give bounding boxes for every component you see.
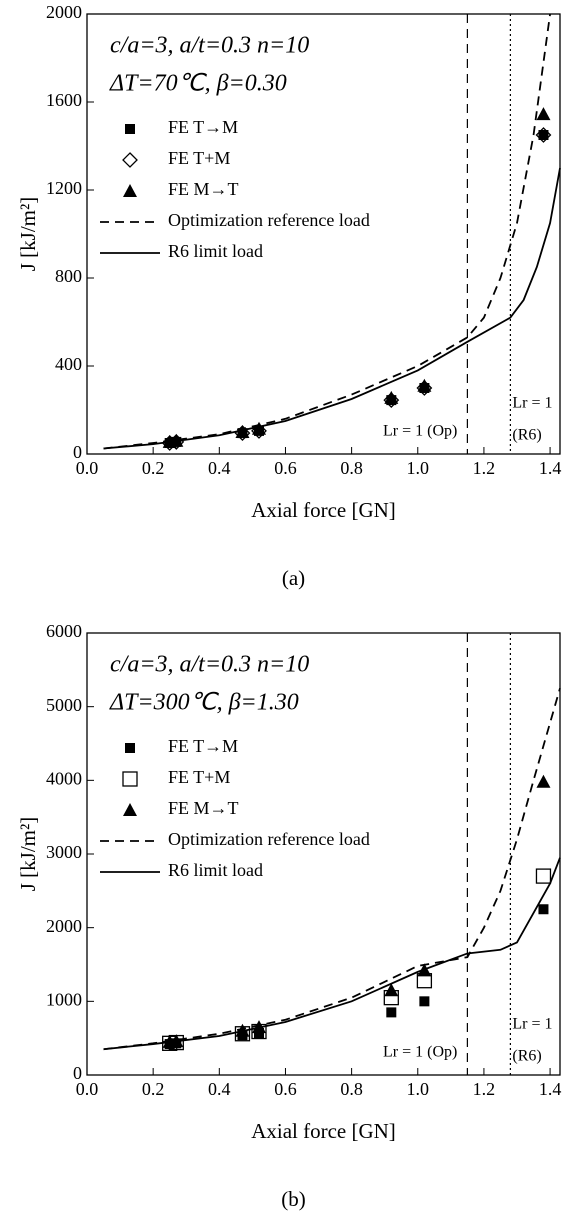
reference-label: (R6) (512, 427, 541, 444)
marker-triangle (123, 803, 137, 816)
x-tick-label: 1.2 (473, 1079, 496, 1099)
x-tick-label: 0.6 (274, 458, 297, 478)
y-tick-label: 1600 (46, 90, 82, 110)
x-tick-label: 0.2 (142, 1079, 165, 1099)
x-axis-label: Axial force [GN] (251, 1119, 396, 1143)
legend-label: FE T+M (168, 767, 230, 787)
marker-diamond (535, 127, 552, 143)
x-tick-label: 0.8 (340, 458, 363, 478)
y-tick-label: 2000 (46, 2, 82, 22)
marker-diamond (416, 380, 433, 396)
y-tick-label: 0 (73, 1063, 82, 1083)
marker-open-square (535, 868, 552, 884)
reference-label: Lr = 1 (Op) (383, 423, 457, 440)
x-tick-label: 0.0 (76, 458, 99, 478)
y-tick-label: 0 (73, 442, 82, 462)
legend-label: R6 limit load (168, 241, 263, 261)
marker-square (386, 1007, 397, 1018)
marker-triangle (384, 983, 399, 997)
x-tick-label: 1.2 (473, 458, 496, 478)
reference-label: Lr = 1 (512, 1016, 552, 1033)
marker-square (538, 130, 549, 140)
legend-label: Optimization reference load (168, 829, 370, 849)
reference-label: (R6) (512, 1048, 541, 1065)
marker-triangle (235, 425, 250, 438)
marker-triangle (384, 390, 399, 404)
annotation: ΔT=70℃, β=0.30 (109, 71, 287, 97)
y-axis-label: J [kJ/m²] (16, 817, 40, 892)
marker-triangle (123, 184, 137, 197)
marker-triangle (252, 1020, 266, 1034)
plot-frame (86, 13, 561, 455)
legend-label: FE M→T (168, 798, 239, 818)
marker-triangle (417, 378, 432, 392)
legend-label: FE M→T (168, 179, 239, 199)
marker-diamond (122, 152, 138, 168)
x-tick-label: 1.0 (407, 458, 430, 478)
x-tick-label: 0.4 (208, 1079, 231, 1099)
legend-label: Optimization reference load (168, 210, 370, 230)
x-tick-label: 0.8 (340, 1079, 363, 1099)
reference-label: Lr = 1 (Op) (383, 1044, 457, 1061)
x-tick-label: 0.4 (208, 458, 231, 478)
y-tick-label: 1200 (46, 178, 82, 198)
y-tick-label: 5000 (46, 695, 82, 715)
x-axis-label: Axial force [GN] (251, 498, 396, 522)
marker-square (125, 743, 135, 753)
y-tick-label: 3000 (46, 842, 82, 862)
marker-open-square (122, 771, 138, 787)
legend-label: FE T+M (168, 148, 230, 168)
panel-label: (b) (281, 1187, 306, 1211)
series-line (103, 857, 561, 1051)
y-tick-label: 400 (55, 354, 82, 374)
reference-label: Lr = 1 (512, 395, 552, 412)
y-tick-label: 800 (55, 266, 82, 286)
panel-label: (a) (282, 566, 305, 590)
marker-square (125, 124, 135, 134)
y-tick-label: 4000 (46, 768, 82, 788)
x-tick-label: 1.4 (539, 1079, 562, 1099)
marker-square (419, 996, 430, 1007)
series-line (103, 13, 551, 450)
legend-label: FE T→M (168, 117, 238, 137)
x-tick-label: 0.0 (76, 1079, 99, 1099)
annotation: c/a=3, a/t=0.3 n=10 (110, 652, 309, 678)
marker-triangle (536, 774, 551, 788)
y-tick-label: 6000 (46, 621, 82, 641)
marker-triangle (252, 421, 266, 435)
x-tick-label: 1.0 (407, 1079, 430, 1099)
y-tick-label: 2000 (46, 916, 82, 936)
legend-label: FE T→M (168, 736, 238, 756)
marker-diamond (383, 392, 400, 409)
y-axis-label: J [kJ/m²] (16, 197, 40, 272)
series-line (103, 688, 561, 1051)
x-tick-label: 0.6 (274, 1079, 297, 1099)
x-tick-label: 1.4 (539, 458, 562, 478)
marker-triangle (536, 107, 551, 121)
annotation: ΔT=300℃, β=1.30 (109, 690, 299, 716)
legend-label: R6 limit load (168, 860, 263, 880)
x-tick-label: 0.2 (142, 458, 165, 478)
marker-square (538, 904, 549, 915)
series-line (103, 167, 561, 450)
y-tick-label: 1000 (46, 989, 82, 1009)
annotation: c/a=3, a/t=0.3 n=10 (110, 33, 309, 59)
